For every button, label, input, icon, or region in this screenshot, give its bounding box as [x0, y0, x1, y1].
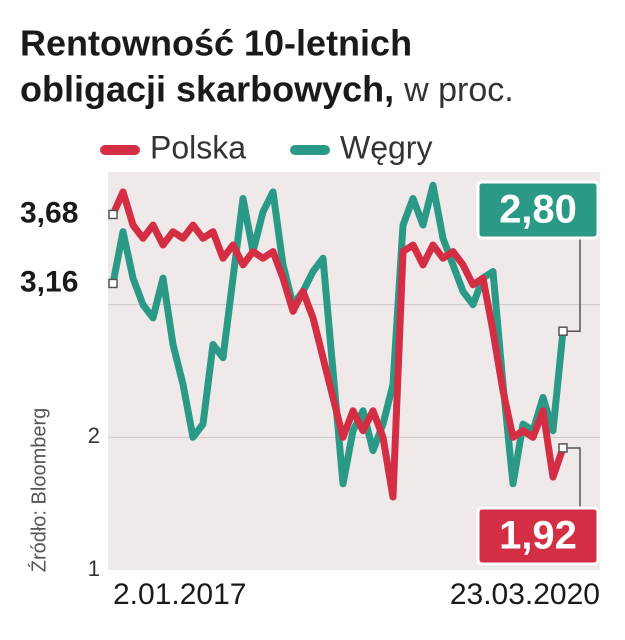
label-box: [476, 506, 600, 566]
label-box: [476, 180, 600, 240]
legend-label: Węgry: [340, 129, 432, 165]
label-pin: [558, 326, 568, 336]
legend-label: Polska: [150, 129, 246, 165]
source: Źródło: Bloomberg: [27, 408, 50, 573]
x-tick-label: 2.01.2017: [113, 578, 246, 611]
y-tick-label: 2: [88, 423, 100, 448]
chart-title: Rentowność 10-letnich: [20, 23, 412, 64]
x-tick-label: 23.03.2020: [450, 578, 600, 611]
label-pin: [558, 443, 568, 453]
value-label: 1,92: [499, 514, 577, 558]
value-label: 2,80: [499, 188, 577, 232]
label-leader: [567, 447, 581, 508]
label-leader: [567, 238, 581, 332]
value-label: 3,16: [20, 265, 78, 298]
chart-title: obligacji skarbowych,: [20, 69, 394, 110]
label-pin: [108, 209, 118, 220]
label-pin: [108, 278, 118, 289]
value-label: 3,68: [20, 196, 78, 229]
chart-subtitle: w proc.: [403, 71, 514, 109]
y-tick-label: 1: [88, 556, 100, 581]
series-line: [109, 188, 567, 501]
